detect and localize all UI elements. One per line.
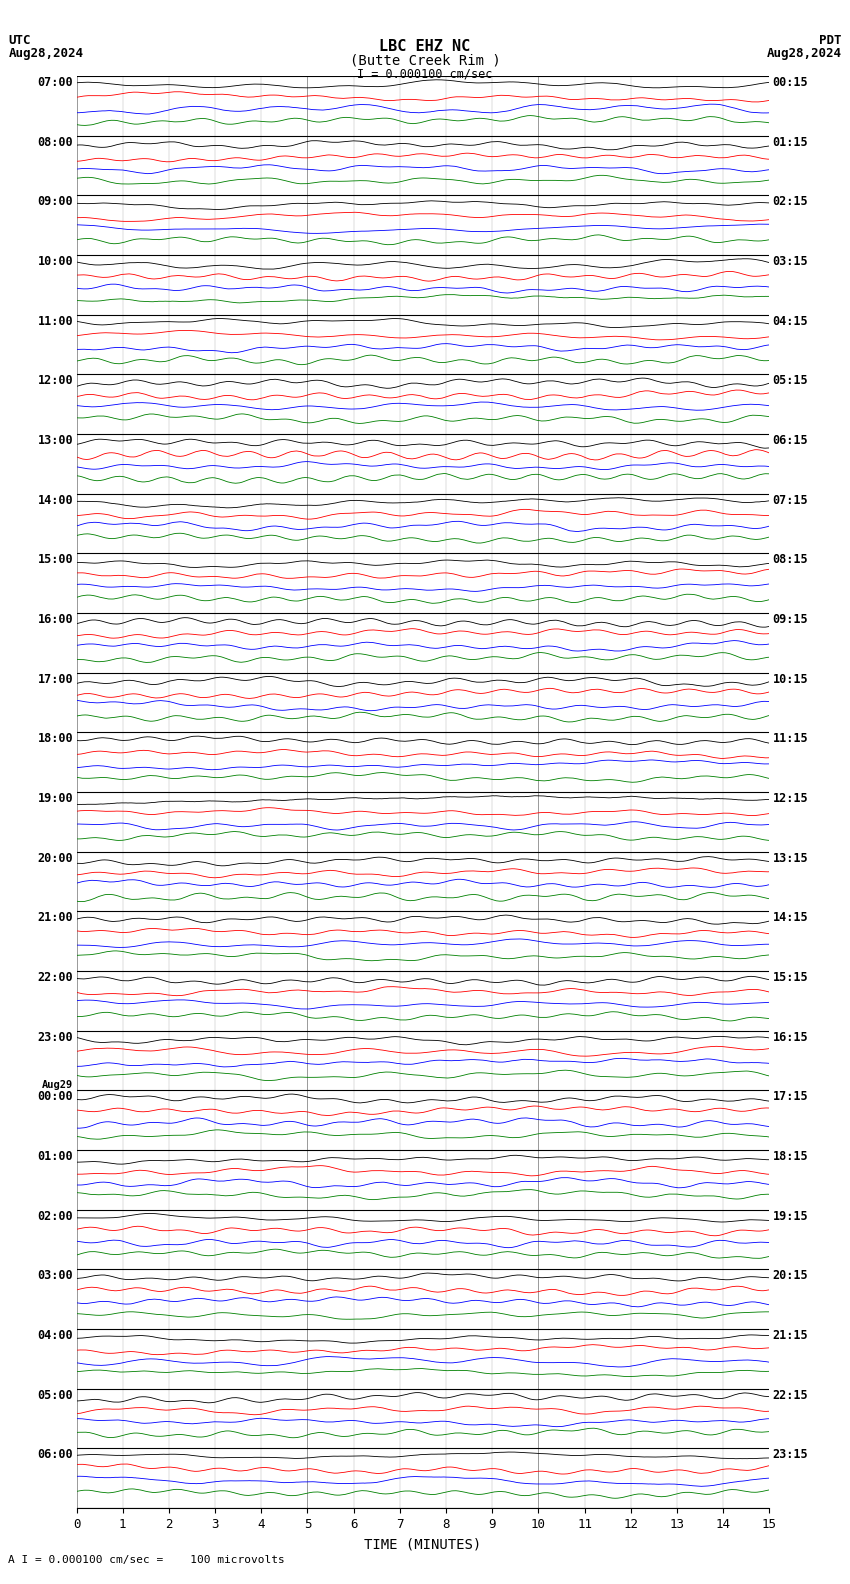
Text: Aug29: Aug29 — [42, 1080, 73, 1090]
Text: 03:00: 03:00 — [37, 1269, 73, 1283]
Text: 20:15: 20:15 — [773, 1269, 808, 1283]
Text: 21:15: 21:15 — [773, 1329, 808, 1342]
Text: 20:00: 20:00 — [37, 852, 73, 865]
Text: 04:00: 04:00 — [37, 1329, 73, 1342]
Text: LBC EHZ NC: LBC EHZ NC — [379, 38, 471, 54]
Text: 01:00: 01:00 — [37, 1150, 73, 1163]
Text: 14:15: 14:15 — [773, 911, 808, 925]
Text: 15:15: 15:15 — [773, 971, 808, 984]
Text: 23:00: 23:00 — [37, 1031, 73, 1044]
Text: 19:15: 19:15 — [773, 1210, 808, 1223]
Text: 04:15: 04:15 — [773, 315, 808, 328]
Text: UTC: UTC — [8, 33, 31, 48]
Text: 01:15: 01:15 — [773, 136, 808, 149]
Text: 06:00: 06:00 — [37, 1448, 73, 1462]
Text: PDT: PDT — [819, 33, 842, 48]
Text: Aug28,2024: Aug28,2024 — [8, 46, 83, 60]
Text: Aug28,2024: Aug28,2024 — [767, 46, 842, 60]
Text: 08:00: 08:00 — [37, 136, 73, 149]
Text: 14:00: 14:00 — [37, 494, 73, 507]
Text: 03:15: 03:15 — [773, 255, 808, 268]
Text: (Butte Creek Rim ): (Butte Creek Rim ) — [349, 52, 501, 67]
Text: 08:15: 08:15 — [773, 553, 808, 567]
Text: 09:15: 09:15 — [773, 613, 808, 626]
Text: 22:00: 22:00 — [37, 971, 73, 984]
Text: 00:00: 00:00 — [37, 1090, 73, 1104]
Text: 13:00: 13:00 — [37, 434, 73, 447]
Text: 12:15: 12:15 — [773, 792, 808, 805]
Text: 06:15: 06:15 — [773, 434, 808, 447]
Text: A I = 0.000100 cm/sec =    100 microvolts: A I = 0.000100 cm/sec = 100 microvolts — [8, 1555, 286, 1565]
Text: 05:15: 05:15 — [773, 374, 808, 388]
X-axis label: TIME (MINUTES): TIME (MINUTES) — [365, 1538, 481, 1552]
Text: 17:00: 17:00 — [37, 673, 73, 686]
Text: 07:15: 07:15 — [773, 494, 808, 507]
Text: 18:15: 18:15 — [773, 1150, 808, 1163]
Text: I = 0.000100 cm/sec: I = 0.000100 cm/sec — [357, 67, 493, 81]
Text: 07:00: 07:00 — [37, 76, 73, 89]
Text: 23:15: 23:15 — [773, 1448, 808, 1462]
Text: 21:00: 21:00 — [37, 911, 73, 925]
Text: 16:00: 16:00 — [37, 613, 73, 626]
Text: 16:15: 16:15 — [773, 1031, 808, 1044]
Text: 12:00: 12:00 — [37, 374, 73, 388]
Text: 22:15: 22:15 — [773, 1389, 808, 1402]
Text: 13:15: 13:15 — [773, 852, 808, 865]
Text: 09:00: 09:00 — [37, 195, 73, 209]
Text: 00:15: 00:15 — [773, 76, 808, 89]
Text: 02:00: 02:00 — [37, 1210, 73, 1223]
Text: 15:00: 15:00 — [37, 553, 73, 567]
Text: 17:15: 17:15 — [773, 1090, 808, 1104]
Text: 10:00: 10:00 — [37, 255, 73, 268]
Text: 05:00: 05:00 — [37, 1389, 73, 1402]
Text: 02:15: 02:15 — [773, 195, 808, 209]
Text: 11:00: 11:00 — [37, 315, 73, 328]
Text: 18:00: 18:00 — [37, 732, 73, 746]
Text: 10:15: 10:15 — [773, 673, 808, 686]
Text: 11:15: 11:15 — [773, 732, 808, 746]
Text: 19:00: 19:00 — [37, 792, 73, 805]
